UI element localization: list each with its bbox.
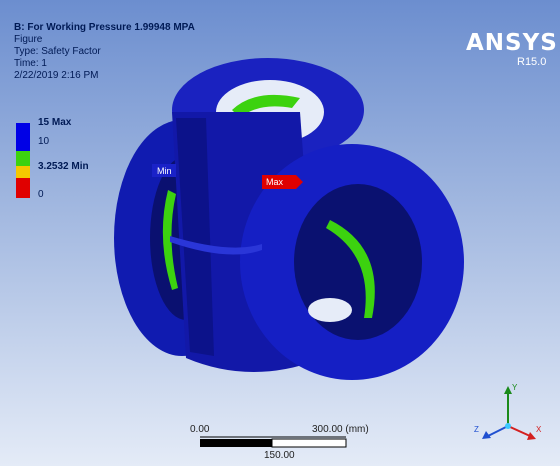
upper-inner-green: [232, 94, 300, 118]
legend-label-10: 10: [38, 136, 50, 147]
y-axis-label: Y: [512, 383, 518, 392]
scale-bar-black: [200, 439, 272, 447]
min-probe-box: [152, 164, 176, 177]
result-header: B: For Working Pressure 1.99948 MPA Figu…: [14, 22, 195, 82]
scale-bar-white: [271, 438, 347, 448]
legend-band-yellow: [16, 166, 30, 178]
legend-label-max: 15 Max: [38, 117, 72, 128]
x-axis-line: [507, 425, 531, 437]
y-axis-arrow: [504, 386, 512, 394]
center-body-shade: [176, 118, 214, 356]
ansys-version: R15.0: [517, 56, 547, 68]
scale-label-right: 300.00 (mm): [312, 424, 369, 435]
z-axis-label: Z: [474, 425, 479, 434]
max-probe-label: Max: [266, 177, 284, 187]
right-inner-green: [326, 220, 375, 318]
legend-band-blue: [16, 123, 30, 151]
x-axis-arrow: [527, 432, 536, 440]
max-probe-flag: [262, 175, 303, 189]
scale-label-mid: 150.00: [264, 450, 295, 461]
min-probe-label: Min: [157, 166, 172, 176]
legend-band-green: [16, 151, 30, 166]
result-title: B: For Working Pressure 1.99948 MPA: [14, 22, 195, 33]
result-type: Type: Safety Factor: [14, 46, 101, 57]
z-axis-arrow: [482, 431, 491, 439]
x-axis-label: X: [536, 425, 542, 434]
result-figure: Figure: [14, 34, 43, 45]
right-ring-hole: [308, 298, 352, 322]
legend-label-0: 0: [38, 189, 44, 200]
ansys-logo: ANSYS: [466, 30, 558, 56]
legend-band-red: [16, 178, 30, 198]
scale-label-left: 0.00: [190, 424, 210, 435]
result-time: Time: 1: [14, 58, 47, 69]
center-band: [170, 236, 262, 255]
axis-triad[interactable]: Y X Z: [472, 380, 544, 446]
legend-label-min: 3.2532 Min: [38, 161, 89, 172]
result-date: 2/22/2019 2:16 PM: [14, 70, 99, 81]
triad-origin: [505, 423, 511, 429]
z-axis-line: [487, 425, 509, 437]
contour-legend[interactable]: 15 Max 10 3.2532 Min 0: [16, 117, 136, 207]
